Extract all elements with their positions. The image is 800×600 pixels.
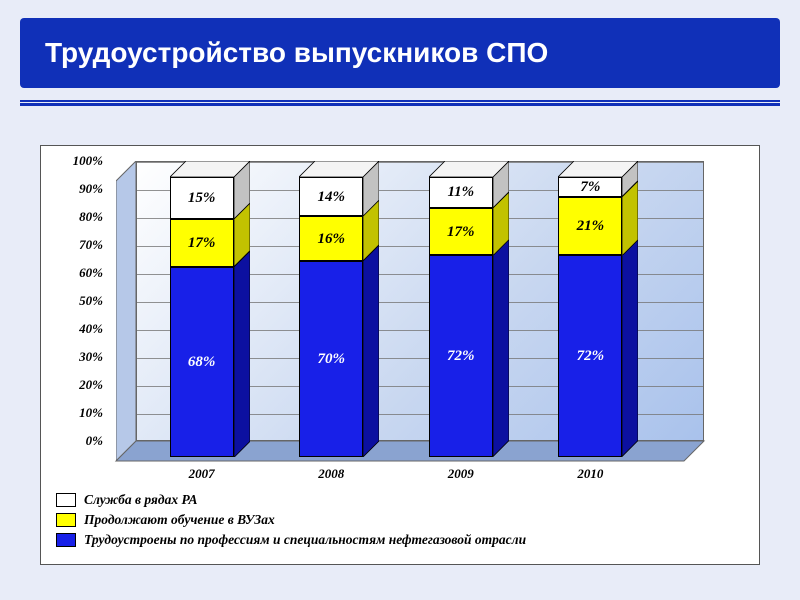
bar-value-label: 11% xyxy=(429,184,493,201)
legend-item-employed: Трудоустроены по профессиям и специально… xyxy=(56,532,746,548)
slide: Трудоустройство выпускников СПО 0% 10% 20%… xyxy=(0,0,800,600)
bar-segment-employed: 72% xyxy=(429,255,509,457)
legend-item-university: Продолжают обучение в ВУЗах xyxy=(56,512,746,528)
legend-label: Продолжают обучение в ВУЗах xyxy=(84,512,275,528)
bars-container: 68% 17% 15% 70% 16% 14% 72% 17% 11% 72% 21% 7% xyxy=(136,161,704,441)
y-tick-label: 20% xyxy=(43,377,103,393)
legend-swatch xyxy=(56,493,76,507)
y-tick-label: 60% xyxy=(43,265,103,281)
legend-label: Служба в рядах РА xyxy=(84,492,198,508)
bar-segment-university: 16% xyxy=(299,216,379,261)
y-tick-label: 50% xyxy=(43,293,103,309)
y-tick-label: 0% xyxy=(43,433,103,449)
bar-value-label: 7% xyxy=(558,179,622,196)
y-tick-label: 70% xyxy=(43,237,103,253)
plot-side-wall xyxy=(116,161,136,461)
bar-segment-army: 15% xyxy=(170,177,250,219)
chart-panel: 0% 10% 20% 30% 40% 50% 60% 70% 80% 90% 100% 68% 17%… xyxy=(40,145,760,565)
bar-segment-army: 7% xyxy=(558,177,638,197)
y-tick-label: 100% xyxy=(43,153,103,169)
bar-value-label: 68% xyxy=(170,354,234,371)
bar-value-label: 16% xyxy=(299,231,363,248)
legend-label: Трудоустроены по профессиям и специально… xyxy=(84,532,526,548)
y-tick-label: 40% xyxy=(43,321,103,337)
bar-value-label: 72% xyxy=(429,348,493,365)
bar-value-label: 17% xyxy=(170,235,234,252)
bar-segment-university: 17% xyxy=(429,208,509,256)
slide-title: Трудоустройство выпускников СПО xyxy=(45,37,548,69)
x-tick-label: 2008 xyxy=(299,466,363,482)
title-underline xyxy=(20,100,780,105)
y-tick-label: 90% xyxy=(43,181,103,197)
y-tick-label: 30% xyxy=(43,349,103,365)
x-tick-label: 2007 xyxy=(170,466,234,482)
bar-group: 68% 17% 15% xyxy=(170,177,250,457)
bar-value-label: 70% xyxy=(299,351,363,368)
bar-value-label: 21% xyxy=(558,218,622,235)
x-tick-label: 2010 xyxy=(558,466,622,482)
bar-value-label: 14% xyxy=(299,189,363,206)
legend-swatch xyxy=(56,533,76,547)
bar-value-label: 15% xyxy=(170,190,234,207)
x-tick-label: 2009 xyxy=(429,466,493,482)
bar-segment-employed: 70% xyxy=(299,261,379,457)
y-axis: 0%10%20%30%40%50%60%70%80%90%100% xyxy=(41,161,111,441)
bar-value-label: 72% xyxy=(558,348,622,365)
bar-group: 72% 21% 7% xyxy=(558,177,638,457)
legend-swatch xyxy=(56,513,76,527)
bar-segment-university: 21% xyxy=(558,197,638,256)
bar-segment-university: 17% xyxy=(170,219,250,267)
x-axis: 2007 2008 2009 2010 xyxy=(136,466,704,486)
y-tick-label: 80% xyxy=(43,209,103,225)
bar-value-label: 17% xyxy=(429,224,493,241)
legend-item-army: Служба в рядах РА xyxy=(56,492,746,508)
y-tick-label: 10% xyxy=(43,405,103,421)
bar-segment-employed: 72% xyxy=(558,255,638,457)
bar-segment-army: 14% xyxy=(299,177,379,216)
bar-segment-employed: 68% xyxy=(170,267,250,457)
title-bar: Трудоустройство выпускников СПО xyxy=(20,18,780,88)
bar-segment-army: 11% xyxy=(429,177,509,208)
bar-group: 70% 16% 14% xyxy=(299,177,379,457)
bar-group: 72% 17% 11% xyxy=(429,177,509,457)
plot-area: 68% 17% 15% 70% 16% 14% 72% 17% 11% 72% 21% 7% xyxy=(116,161,724,461)
legend: Служба в рядах РА Продолжают обучение в В… xyxy=(56,488,746,552)
